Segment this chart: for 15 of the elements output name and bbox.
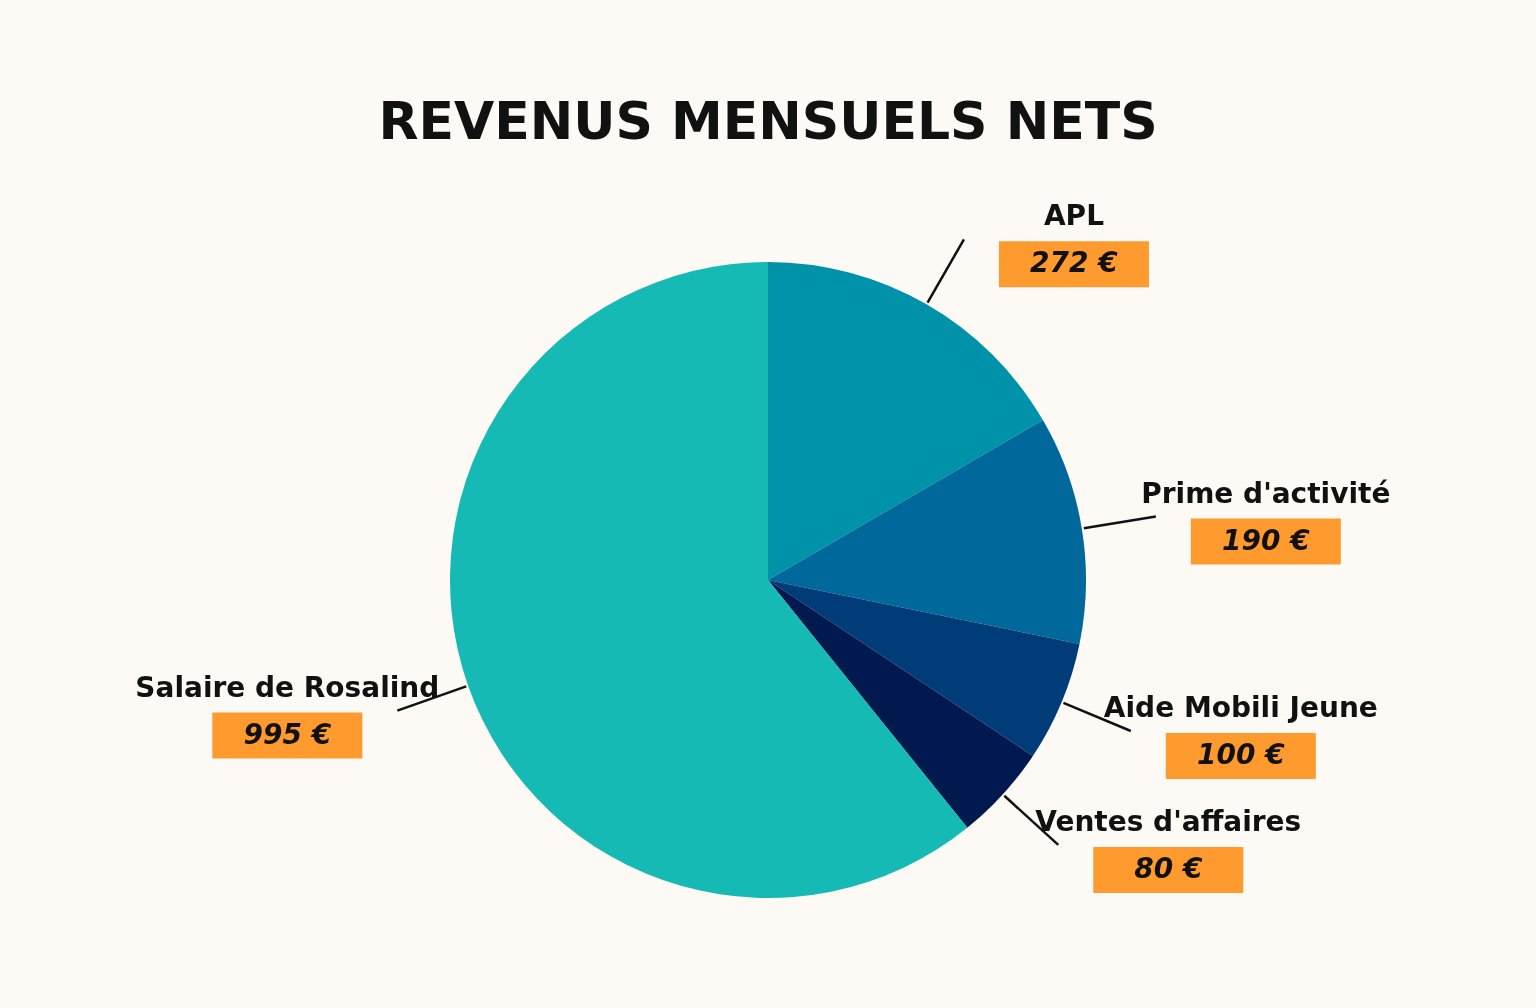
slice-label: APL bbox=[1043, 199, 1105, 233]
pie-slice bbox=[768, 580, 1080, 756]
data-label: 272 € bbox=[1030, 246, 1119, 280]
data-label: 80 € bbox=[1134, 851, 1203, 885]
slice-label: Salaire de Rosalind bbox=[135, 670, 440, 704]
slice-label: Prime d'activité bbox=[1141, 476, 1391, 510]
data-label: 995 € bbox=[243, 717, 332, 751]
slice-label: Aide Mobili Jeune bbox=[1103, 691, 1378, 724]
data-label: 100 € bbox=[1196, 738, 1286, 771]
pie-slice bbox=[450, 262, 968, 898]
data-label: 190 € bbox=[1222, 523, 1311, 557]
pie-slice bbox=[768, 420, 1086, 644]
slice-label: Ventes d'affaires bbox=[1035, 804, 1302, 838]
pie-slice bbox=[768, 580, 1033, 828]
chart-title: REVENUS MENSUELS NETS bbox=[378, 91, 1158, 151]
